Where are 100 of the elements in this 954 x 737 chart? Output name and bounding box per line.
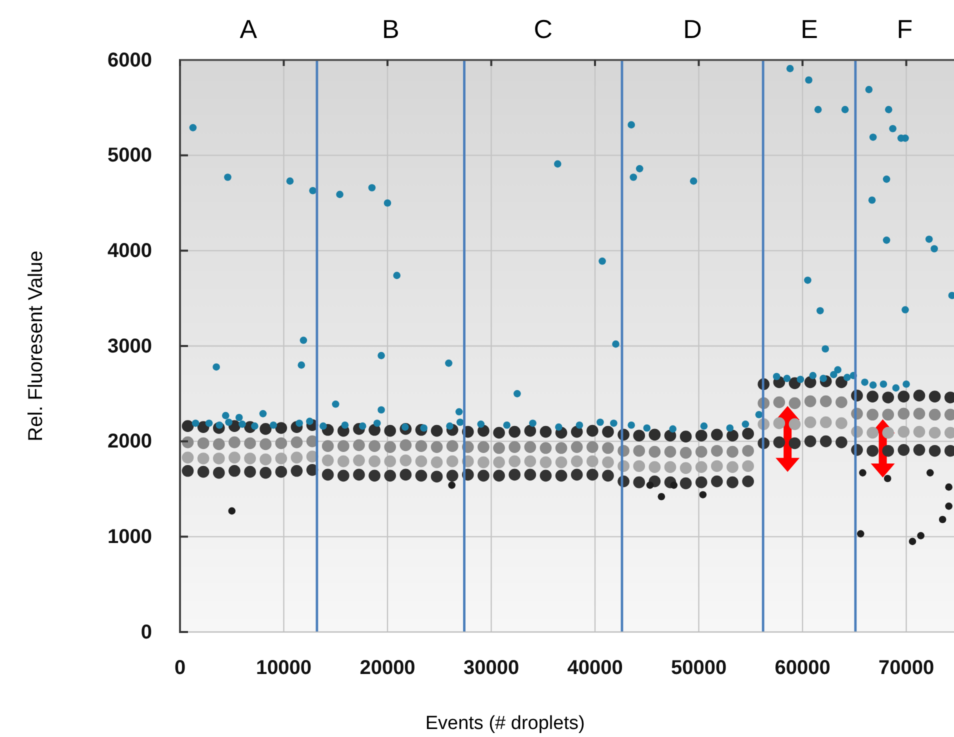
point bbox=[555, 470, 568, 482]
point bbox=[836, 436, 848, 448]
point bbox=[555, 442, 568, 454]
point bbox=[275, 437, 288, 450]
point bbox=[478, 441, 490, 453]
point bbox=[260, 454, 272, 466]
point bbox=[524, 455, 536, 468]
point bbox=[322, 468, 334, 481]
point bbox=[859, 469, 866, 476]
point bbox=[197, 466, 210, 478]
point bbox=[633, 460, 646, 472]
point bbox=[508, 441, 521, 453]
x-axis-title: Events (# droplets) bbox=[425, 713, 585, 734]
point bbox=[508, 426, 521, 438]
point bbox=[804, 395, 816, 408]
x-tick-label: 60000 bbox=[774, 657, 830, 680]
point bbox=[882, 444, 894, 457]
point bbox=[570, 426, 583, 438]
point bbox=[212, 466, 225, 479]
point bbox=[742, 475, 754, 488]
point bbox=[882, 408, 894, 421]
point bbox=[699, 491, 707, 498]
point bbox=[275, 452, 288, 464]
point bbox=[570, 468, 583, 481]
y-tick-label: 2000 bbox=[108, 430, 152, 453]
point bbox=[773, 396, 786, 408]
point bbox=[290, 436, 303, 448]
point bbox=[182, 452, 194, 464]
point bbox=[228, 507, 236, 515]
point bbox=[773, 436, 786, 448]
point bbox=[586, 455, 598, 468]
x-tick-label: 70000 bbox=[878, 657, 934, 680]
point bbox=[898, 390, 910, 402]
point bbox=[866, 408, 878, 421]
text: E bbox=[800, 14, 818, 44]
point bbox=[711, 444, 723, 457]
point bbox=[804, 435, 816, 448]
point bbox=[400, 439, 412, 452]
point bbox=[493, 456, 505, 468]
point bbox=[260, 423, 272, 435]
point bbox=[648, 428, 661, 441]
point bbox=[913, 444, 926, 456]
point bbox=[711, 428, 723, 441]
point bbox=[228, 436, 240, 448]
point bbox=[493, 470, 505, 482]
point bbox=[820, 435, 832, 448]
point bbox=[448, 482, 456, 489]
point bbox=[478, 424, 490, 437]
point bbox=[742, 428, 754, 440]
point bbox=[882, 392, 894, 404]
point bbox=[337, 455, 350, 468]
y-tick-label: 5000 bbox=[108, 144, 152, 167]
point bbox=[913, 426, 926, 438]
point bbox=[368, 455, 380, 468]
point bbox=[430, 441, 443, 453]
point bbox=[353, 454, 365, 466]
point bbox=[353, 439, 365, 452]
point bbox=[508, 455, 521, 468]
point bbox=[928, 444, 941, 457]
point bbox=[415, 440, 428, 452]
point bbox=[290, 452, 303, 464]
point bbox=[493, 442, 505, 454]
point bbox=[368, 440, 380, 452]
point bbox=[711, 460, 723, 472]
point bbox=[726, 446, 738, 458]
text: A bbox=[240, 14, 258, 44]
point bbox=[664, 446, 676, 458]
x-tick-label: 30000 bbox=[463, 657, 520, 680]
point bbox=[384, 424, 396, 437]
text: D bbox=[683, 14, 702, 44]
point bbox=[244, 437, 256, 450]
point bbox=[788, 437, 801, 450]
point bbox=[898, 444, 910, 456]
point bbox=[633, 430, 646, 442]
point bbox=[446, 440, 458, 452]
point bbox=[478, 456, 490, 468]
point bbox=[353, 468, 365, 481]
point bbox=[212, 438, 225, 450]
point bbox=[926, 469, 934, 476]
y-tick-label: 6000 bbox=[108, 49, 152, 72]
point bbox=[742, 444, 754, 457]
text: B bbox=[382, 14, 400, 44]
point bbox=[400, 454, 412, 466]
point bbox=[384, 455, 396, 468]
point bbox=[664, 461, 676, 473]
point bbox=[586, 441, 598, 453]
point bbox=[913, 408, 926, 420]
point bbox=[384, 441, 396, 453]
point bbox=[602, 426, 614, 438]
point bbox=[680, 477, 692, 490]
point bbox=[337, 440, 350, 452]
point bbox=[820, 395, 832, 408]
point bbox=[212, 452, 225, 464]
point bbox=[898, 408, 910, 420]
point bbox=[648, 461, 661, 473]
point bbox=[856, 530, 864, 538]
point bbox=[836, 417, 848, 430]
point bbox=[773, 417, 786, 430]
point bbox=[726, 430, 738, 442]
x-tick-label: 20000 bbox=[360, 657, 416, 680]
